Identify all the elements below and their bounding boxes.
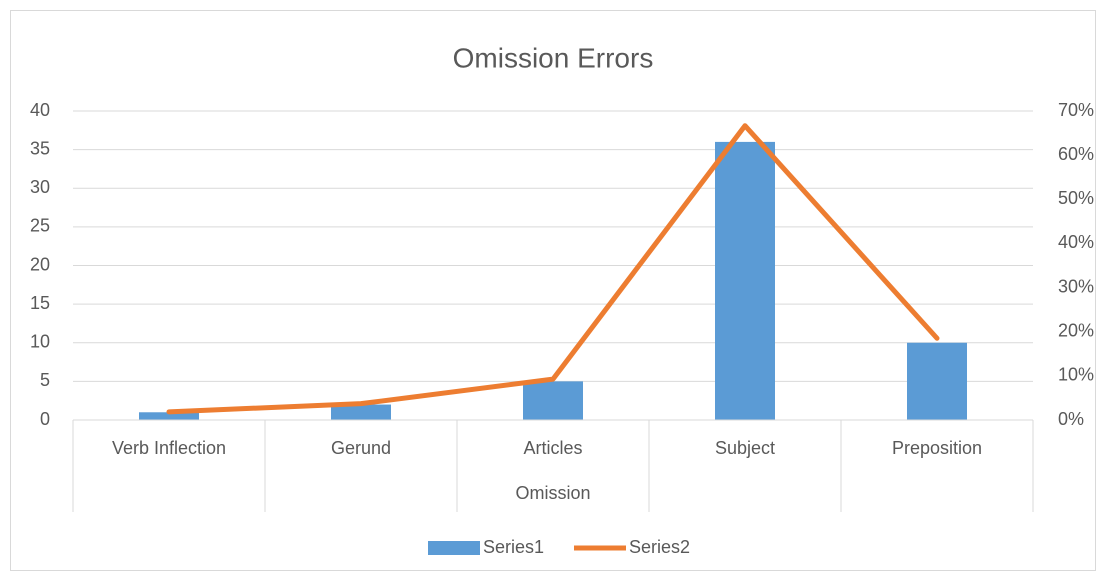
x-tick-label: Verb Inflection <box>112 438 226 458</box>
y-tick-label: 20 <box>30 254 50 274</box>
y-tick-label: 35 <box>30 138 50 158</box>
bar <box>715 141 775 420</box>
bar <box>907 342 967 420</box>
x-tick-label: Preposition <box>892 438 982 458</box>
x-tick-label: Subject <box>715 438 775 458</box>
chart-border <box>10 10 1096 571</box>
y-tick-label: 40 <box>30 100 50 120</box>
x-axis-title: Omission <box>515 483 590 503</box>
x-tick-label: Gerund <box>331 438 391 458</box>
y-tick-label: 0 <box>40 409 50 429</box>
legend-label: Series2 <box>629 537 690 557</box>
y2-tick-label: 40% <box>1058 232 1094 252</box>
y2-tick-label: 70% <box>1058 100 1094 120</box>
y-tick-label: 25 <box>30 216 50 236</box>
y-tick-label: 30 <box>30 177 50 197</box>
y2-tick-label: 30% <box>1058 276 1094 296</box>
y2-tick-label: 60% <box>1058 144 1094 164</box>
y-tick-label: 5 <box>40 370 50 390</box>
y2-tick-label: 20% <box>1058 320 1094 340</box>
bar <box>523 381 583 420</box>
y2-tick-label: 50% <box>1058 188 1094 208</box>
y-tick-label: 10 <box>30 332 50 352</box>
x-tick-label: Articles <box>523 438 582 458</box>
bar <box>331 404 391 420</box>
chart-title: Omission Errors <box>453 42 654 73</box>
y-tick-label: 15 <box>30 293 50 313</box>
legend-swatch <box>428 541 480 555</box>
bar <box>139 412 199 420</box>
legend-label: Series1 <box>483 537 544 557</box>
y2-tick-label: 0% <box>1058 409 1084 429</box>
y2-tick-label: 10% <box>1058 365 1094 385</box>
line <box>166 123 940 415</box>
